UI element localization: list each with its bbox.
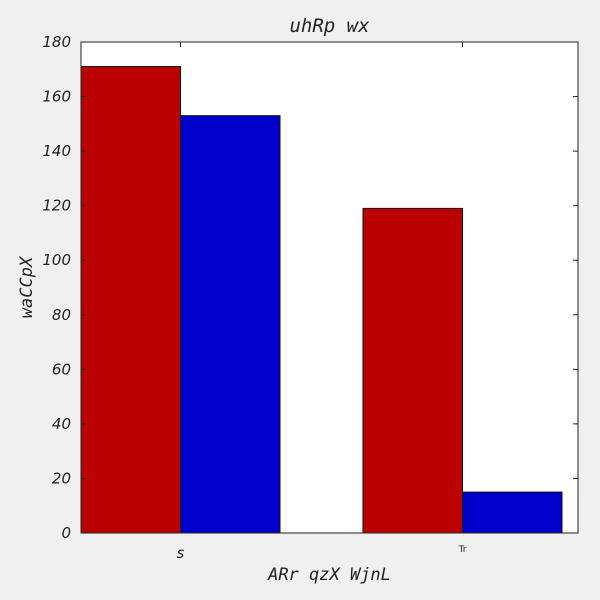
y-axis-label: waCCpX (17, 255, 37, 318)
y-tick-label: 40 (52, 415, 71, 433)
x-tick-label-s: s (176, 544, 185, 562)
x-tick-label-Tr: Tr (458, 545, 467, 555)
y-tick-label: 140 (42, 142, 71, 160)
bars-group (80, 66, 563, 534)
x-axis: s Tr (176, 42, 467, 562)
y-tick-label: 160 (42, 88, 71, 106)
y-tick-label: 180 (42, 33, 71, 51)
chart-title: uhRp wx (289, 15, 370, 37)
y-tick-label: 80 (52, 306, 71, 324)
plot-frame (80, 41, 579, 534)
x-axis-label: ARr qzX WjnL (267, 565, 391, 585)
bar-Tr-2 (462, 491, 563, 534)
y-axis: 0 20 40 60 80 100 120 140 160 180 (42, 33, 578, 542)
bar-s-2 (180, 115, 281, 534)
y-tick-label: 0 (61, 524, 71, 542)
y-tick-label: 20 (52, 469, 71, 487)
y-tick-label: 100 (42, 251, 71, 269)
y-tick-label: 120 (42, 197, 71, 215)
y-tick-label: 60 (52, 360, 71, 378)
bar-s-1 (80, 66, 181, 534)
bar-Tr-1 (362, 207, 463, 534)
